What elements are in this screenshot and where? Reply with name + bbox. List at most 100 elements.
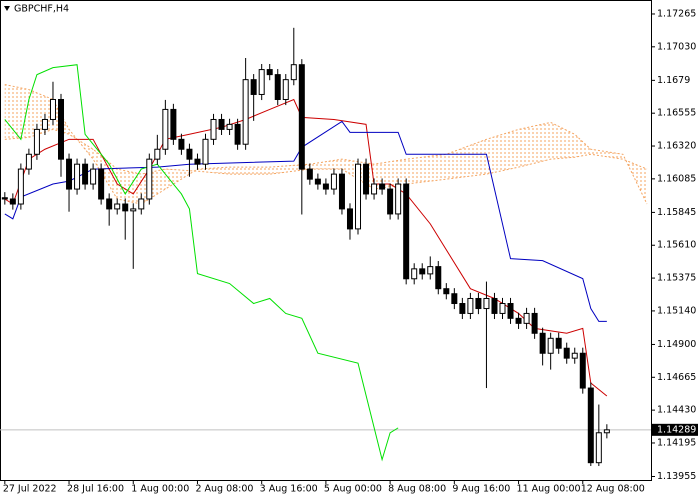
candle-body xyxy=(41,118,48,130)
candle-body xyxy=(306,168,313,180)
candle-body xyxy=(74,163,81,190)
candle-body xyxy=(491,297,498,314)
candle-body xyxy=(226,123,233,130)
candle-body xyxy=(387,188,394,215)
candle-body xyxy=(443,288,450,295)
candle-body xyxy=(17,168,24,205)
candle-body xyxy=(122,203,129,212)
x-tick-label: 2 Aug 08:00 xyxy=(195,484,253,495)
x-tick-label: 8 Aug 08:00 xyxy=(388,484,446,495)
menu-triangle xyxy=(4,6,10,11)
candle-body xyxy=(258,69,265,95)
candle-body xyxy=(282,79,289,100)
candle-body xyxy=(25,153,32,170)
price-label-box xyxy=(652,423,698,436)
candle-body xyxy=(170,108,177,140)
y-tick-label: 1.14430 xyxy=(657,405,696,416)
candle-body xyxy=(411,268,418,280)
candle-body xyxy=(330,173,337,190)
candle-body xyxy=(146,158,153,200)
candle-body xyxy=(58,98,65,160)
y-tick-label: 1.17030 xyxy=(657,41,696,52)
candle-body xyxy=(435,266,442,290)
candle-body xyxy=(363,163,370,195)
candle-body xyxy=(138,198,145,210)
candle-body xyxy=(467,297,474,314)
candle-body xyxy=(90,168,97,185)
candle-body xyxy=(290,64,297,81)
indicator-line xyxy=(4,120,607,322)
candle-body xyxy=(218,118,225,130)
candle-body xyxy=(194,158,201,165)
candle-body xyxy=(499,303,506,314)
x-tick-label: 12 Aug 08:00 xyxy=(581,484,645,495)
price-label: 1.14289 xyxy=(657,424,696,435)
y-tick-label: 1.16555 xyxy=(657,108,696,119)
x-tick-label: 11 Aug 00:00 xyxy=(517,484,581,495)
candle-body xyxy=(403,183,410,280)
candle-body xyxy=(547,337,554,354)
candle-body xyxy=(587,387,594,464)
x-tick-label: 1 Aug 00:00 xyxy=(131,484,189,495)
candle-body xyxy=(346,208,353,230)
indicator-line xyxy=(4,64,399,462)
candle-body xyxy=(314,178,321,185)
candle-body xyxy=(82,163,89,185)
y-tick-label: 1.1679 xyxy=(657,75,690,86)
candle-body xyxy=(178,138,185,150)
plot-frame xyxy=(0,0,652,481)
candle-body xyxy=(154,148,161,160)
y-tick-label: 1.15140 xyxy=(657,305,696,316)
candle-body xyxy=(531,312,538,334)
candle-body xyxy=(234,123,241,145)
candle-body xyxy=(395,183,402,215)
candle-body xyxy=(250,79,257,95)
candle-body xyxy=(322,183,329,190)
candle-body xyxy=(49,98,56,120)
y-tick-label: 1.15375 xyxy=(657,273,696,284)
y-tick-label: 1.16085 xyxy=(657,173,696,184)
y-tick-label: 1.16320 xyxy=(657,141,696,152)
candle-body xyxy=(210,118,217,140)
x-tick-label: 27 Jul 2022 xyxy=(3,484,57,495)
candle-body xyxy=(451,293,458,305)
candle-body xyxy=(114,203,121,210)
candle-body xyxy=(555,337,562,349)
candle-body xyxy=(571,352,578,359)
x-tick-label: 3 Aug 16:00 xyxy=(260,484,318,495)
candle-body xyxy=(515,317,522,324)
chart-title: GBPCHF,H4 xyxy=(14,4,69,15)
candle-body xyxy=(202,138,209,165)
y-tick-label: 1.17265 xyxy=(657,8,696,19)
candle-body xyxy=(355,163,362,230)
candle-body xyxy=(98,168,105,200)
candle-body xyxy=(1,197,8,200)
x-tick-label: 9 Aug 16:00 xyxy=(452,484,510,495)
candle-body xyxy=(338,173,345,210)
candle-body xyxy=(371,183,378,195)
candle-body xyxy=(266,69,273,76)
candle-body xyxy=(66,158,73,190)
candle-body xyxy=(9,198,16,205)
candle-body xyxy=(274,74,281,100)
candle-body xyxy=(507,303,514,319)
candle-body xyxy=(186,148,193,160)
y-tick-label: 1.14665 xyxy=(657,372,696,383)
candle-body xyxy=(33,128,40,155)
y-tick-label: 1.13955 xyxy=(657,471,696,482)
candle-body xyxy=(595,432,602,464)
candle-body xyxy=(130,208,137,212)
y-tick-label: 1.14195 xyxy=(657,437,696,448)
candle-body xyxy=(162,108,169,150)
candle-body xyxy=(539,332,546,354)
candle-body xyxy=(603,429,610,434)
y-tick-label: 1.15610 xyxy=(657,240,696,251)
x-tick-label: 28 Jul 16:00 xyxy=(67,484,124,495)
candle-body xyxy=(523,312,530,324)
candle-body xyxy=(563,347,570,359)
candle-body xyxy=(242,79,249,145)
candle-body xyxy=(459,303,466,314)
y-tick-label: 1.14900 xyxy=(657,339,696,350)
x-tick-label: 5 Aug 00:00 xyxy=(324,484,382,495)
